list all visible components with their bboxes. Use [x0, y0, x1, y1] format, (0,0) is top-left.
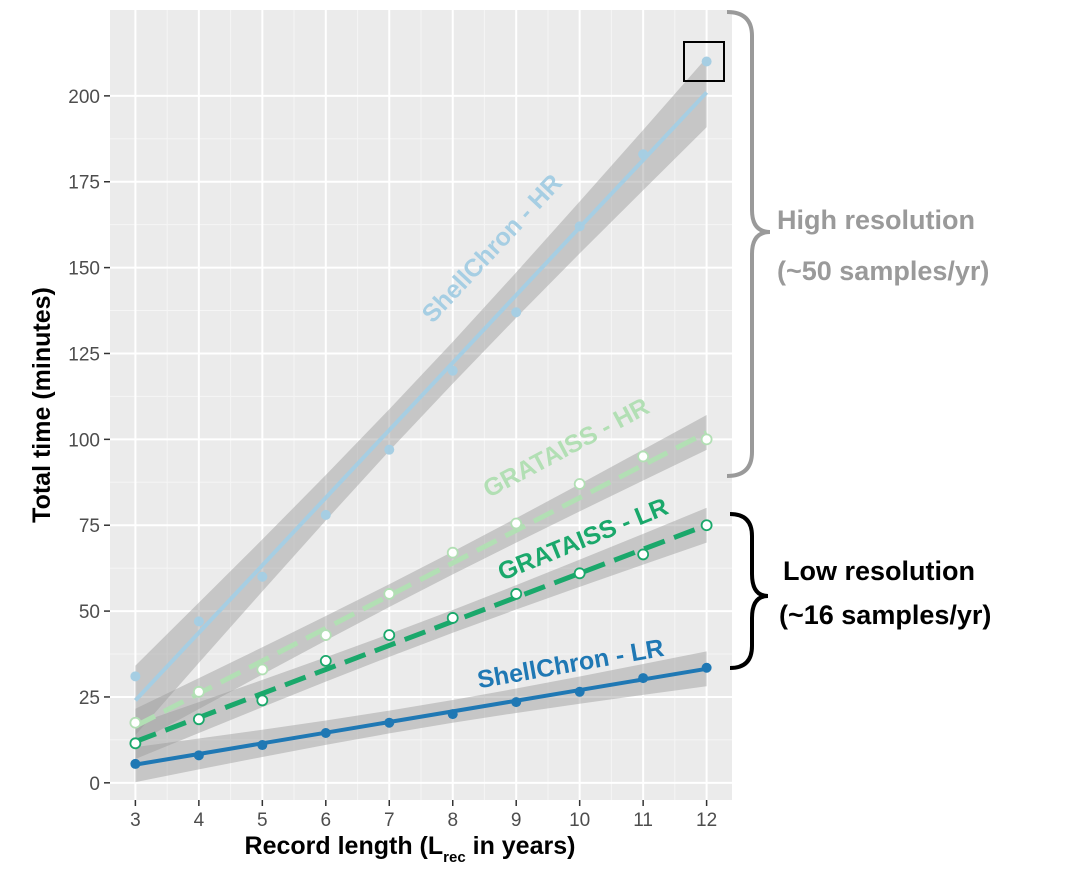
x-tick-label: 4: [194, 810, 205, 831]
data-point: [129, 716, 142, 729]
y-tick-label: 125: [68, 344, 100, 365]
data-point: [447, 365, 458, 376]
grid-minor: [110, 10, 732, 800]
y-tick-label: 200: [68, 87, 100, 108]
y-tick-label: 175: [68, 173, 100, 194]
data-point: [384, 444, 395, 455]
data-point: [701, 662, 712, 673]
y-tick-label: 150: [68, 259, 100, 280]
data-point: [193, 616, 204, 627]
fit-line: [135, 666, 707, 767]
data-point: [130, 758, 141, 769]
data-point: [446, 612, 459, 624]
high-resolution-label: High resolution: [777, 205, 975, 235]
data-point: [510, 517, 523, 530]
high-resolution-brace: [726, 10, 771, 478]
data-points: [129, 56, 713, 769]
data-point: [510, 588, 523, 600]
data-point: [320, 509, 331, 520]
fit-line: [133, 91, 709, 702]
data-point: [256, 663, 269, 676]
low-resolution-brace: [729, 512, 769, 670]
y-tick-label: 50: [79, 602, 100, 623]
data-point: [319, 654, 332, 667]
x-tick-label: 11: [633, 810, 653, 831]
y-tick-label: 100: [68, 430, 100, 451]
x-tick-label: 10: [569, 810, 590, 831]
data-point: [511, 307, 522, 318]
data-point: [446, 546, 459, 559]
data-point: [383, 588, 396, 600]
data-point: [192, 713, 205, 726]
data-point: [638, 673, 649, 684]
y-tick-label: 0: [89, 774, 100, 795]
fit-line: [134, 430, 708, 729]
data-point: [700, 433, 713, 446]
data-point: [320, 728, 331, 739]
data-point: [192, 685, 205, 698]
data-point: [574, 221, 585, 232]
x-tick-label: 5: [257, 810, 268, 831]
y-tick-label: 25: [79, 688, 100, 709]
fit-line: [134, 522, 708, 744]
data-point: [257, 571, 268, 582]
data-point: [193, 750, 204, 761]
y-axis-title: Total time (minutes): [28, 287, 56, 523]
data-point: [447, 709, 458, 720]
low-resolution-sublabel: (~16 samples/yr): [779, 600, 991, 630]
data-point: [573, 478, 586, 490]
x-tick-label: 6: [321, 810, 332, 831]
data-point: [383, 629, 396, 642]
data-point: [574, 686, 585, 697]
data-point: [700, 519, 713, 532]
highlight-box: [683, 41, 725, 82]
data-point: [130, 671, 141, 682]
data-point: [384, 717, 395, 728]
data-point: [638, 149, 649, 160]
x-tick-label: 8: [447, 810, 458, 831]
x-tick-label: 7: [384, 810, 395, 831]
x-tick-label: 12: [696, 810, 717, 831]
y-tick-label: 75: [79, 516, 100, 537]
y-axis: 0 25 50 75 100 125 150 175 200: [68, 87, 110, 795]
data-point: [319, 629, 332, 642]
data-point: [129, 737, 142, 750]
data-point: [701, 56, 712, 67]
data-point: [637, 450, 650, 463]
data-point: [511, 697, 522, 708]
high-resolution-sublabel: (~50 samples/yr): [777, 256, 989, 286]
data-point: [257, 740, 268, 751]
x-axis-title: Record length (Lrec in years): [245, 832, 576, 866]
data-point: [637, 548, 650, 561]
x-tick-label: 3: [130, 810, 141, 831]
fit-lines: [133, 91, 709, 767]
data-point: [573, 567, 586, 580]
x-axis: 3 4 5 6 7 8 9 10 11 12: [130, 800, 717, 831]
low-resolution-label: Low resolution: [783, 556, 975, 586]
x-tick-label: 9: [511, 810, 522, 831]
data-point: [256, 694, 269, 707]
